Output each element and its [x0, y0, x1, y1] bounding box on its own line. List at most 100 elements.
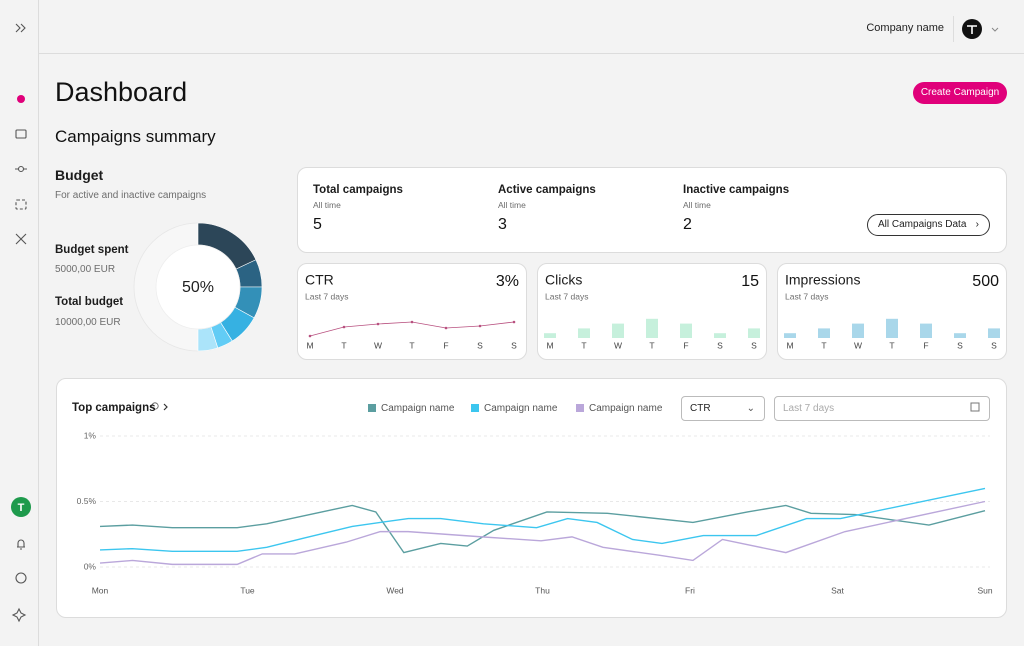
x-tick-label: Sun — [977, 585, 992, 595]
stat-label: Active campaigns — [498, 184, 596, 196]
day-label: W — [374, 340, 382, 350]
budget-spent-value: 5000,00 EUR — [55, 264, 116, 275]
sidebar-icons — [11, 23, 27, 623]
stat-sub: All time — [313, 200, 341, 210]
stat-sub: All time — [683, 200, 711, 210]
day-label: M — [306, 340, 313, 350]
title-chevron[interactable] — [163, 403, 168, 411]
ctr-line — [309, 321, 515, 337]
bar — [784, 333, 796, 338]
bar — [578, 328, 590, 338]
stat-label: Total campaigns — [313, 184, 403, 196]
stat-value: 3 — [498, 216, 507, 233]
bar — [612, 323, 624, 338]
day-label: M — [786, 340, 793, 350]
day-label: S — [477, 340, 483, 350]
bell-icon[interactable] — [17, 539, 25, 550]
scan-icon[interactable] — [15, 199, 27, 210]
company-name[interactable]: Company name — [866, 22, 944, 34]
x-tick-label: Wed — [386, 585, 404, 595]
legend-swatch — [576, 404, 584, 412]
bar — [954, 333, 966, 338]
total-budget-value: 10000,00 EUR — [55, 317, 121, 328]
day-label: W — [614, 340, 622, 350]
day-label: S — [511, 340, 517, 350]
card-subtitle: Last 7 days — [305, 291, 348, 301]
company-logo — [967, 25, 977, 34]
day-label: T — [341, 340, 346, 350]
campaigns-icon[interactable] — [15, 129, 27, 139]
ctr-point — [478, 324, 482, 328]
ai-icon[interactable] — [11, 607, 27, 623]
legend-label: Campaign name — [381, 403, 455, 414]
company-chevron[interactable] — [991, 27, 999, 32]
y-tick-label: 0.5% — [77, 496, 97, 506]
day-label: T — [889, 340, 894, 350]
y-tick-label: 0% — [84, 561, 97, 571]
day-label: W — [854, 340, 862, 350]
day-label: F — [443, 340, 448, 350]
x-tick-label: Sat — [831, 585, 844, 595]
card-total: 15 — [741, 273, 759, 290]
card-total: 500 — [972, 273, 999, 290]
help-icon[interactable] — [15, 572, 27, 584]
total-budget-label: Total budget — [55, 296, 124, 308]
day-label: T — [649, 340, 654, 350]
campaign-line — [99, 487, 986, 552]
dashboard-icon[interactable] — [17, 95, 25, 103]
day-label: T — [821, 340, 826, 350]
campaign-line — [99, 500, 986, 566]
card-subtitle: Last 7 days — [785, 291, 828, 301]
top-bar — [39, 0, 1024, 54]
date-input[interactable]: Last 7 days — [774, 396, 990, 421]
budget-spent-label: Budget spent — [55, 244, 129, 256]
card-total: 3% — [496, 273, 519, 290]
calendar-icon[interactable] — [970, 402, 980, 412]
legend-swatch — [368, 404, 376, 412]
x-tick-label: Tue — [240, 585, 255, 595]
donut-hole — [155, 244, 241, 330]
donut-center-label: 50% — [182, 279, 214, 296]
bar — [714, 333, 726, 338]
date-placeholder: Last 7 days — [783, 403, 835, 414]
card-title: Clicks — [545, 272, 582, 288]
all-campaigns-button[interactable]: All Campaigns Data › — [867, 214, 990, 236]
bar — [646, 318, 658, 338]
stat-value: 5 — [313, 216, 322, 233]
expand-icon[interactable] — [15, 23, 26, 33]
bar — [748, 328, 760, 338]
user-avatar[interactable] — [11, 497, 31, 517]
day-label: F — [923, 340, 928, 350]
card-title: CTR — [305, 272, 334, 288]
create-campaign-button[interactable]: Create Campaign — [913, 82, 1007, 104]
metric-dropdown[interactable]: CTR ⌄ — [681, 396, 765, 421]
ctr-point — [308, 334, 312, 338]
bar — [920, 323, 932, 338]
info-icon[interactable] — [151, 402, 159, 410]
x-tick-label: Fri — [685, 585, 695, 595]
stat-value: 2 — [683, 216, 692, 233]
day-label: S — [717, 340, 723, 350]
button-label: All Campaigns Data — [878, 219, 967, 230]
ctr-point — [342, 325, 346, 329]
day-label: S — [957, 340, 963, 350]
legend-label: Campaign name — [484, 403, 558, 414]
campaign-line — [99, 504, 986, 554]
ctr-point — [376, 322, 380, 326]
ctr-point — [410, 320, 414, 324]
day-label: T — [581, 340, 586, 350]
ctr-point — [512, 320, 516, 324]
card-title: Impressions — [785, 272, 860, 288]
x-tick-label: Mon — [92, 585, 109, 595]
budget-title: Budget — [55, 167, 104, 183]
stat-label: Inactive campaigns — [683, 184, 790, 196]
dropdown-value: CTR — [690, 403, 711, 414]
day-label: S — [751, 340, 757, 350]
bar — [680, 323, 692, 338]
card-subtitle: Last 7 days — [545, 291, 588, 301]
tools-icon[interactable] — [15, 233, 27, 245]
ctr-point — [444, 326, 448, 330]
y-tick-label: 1% — [84, 430, 97, 440]
